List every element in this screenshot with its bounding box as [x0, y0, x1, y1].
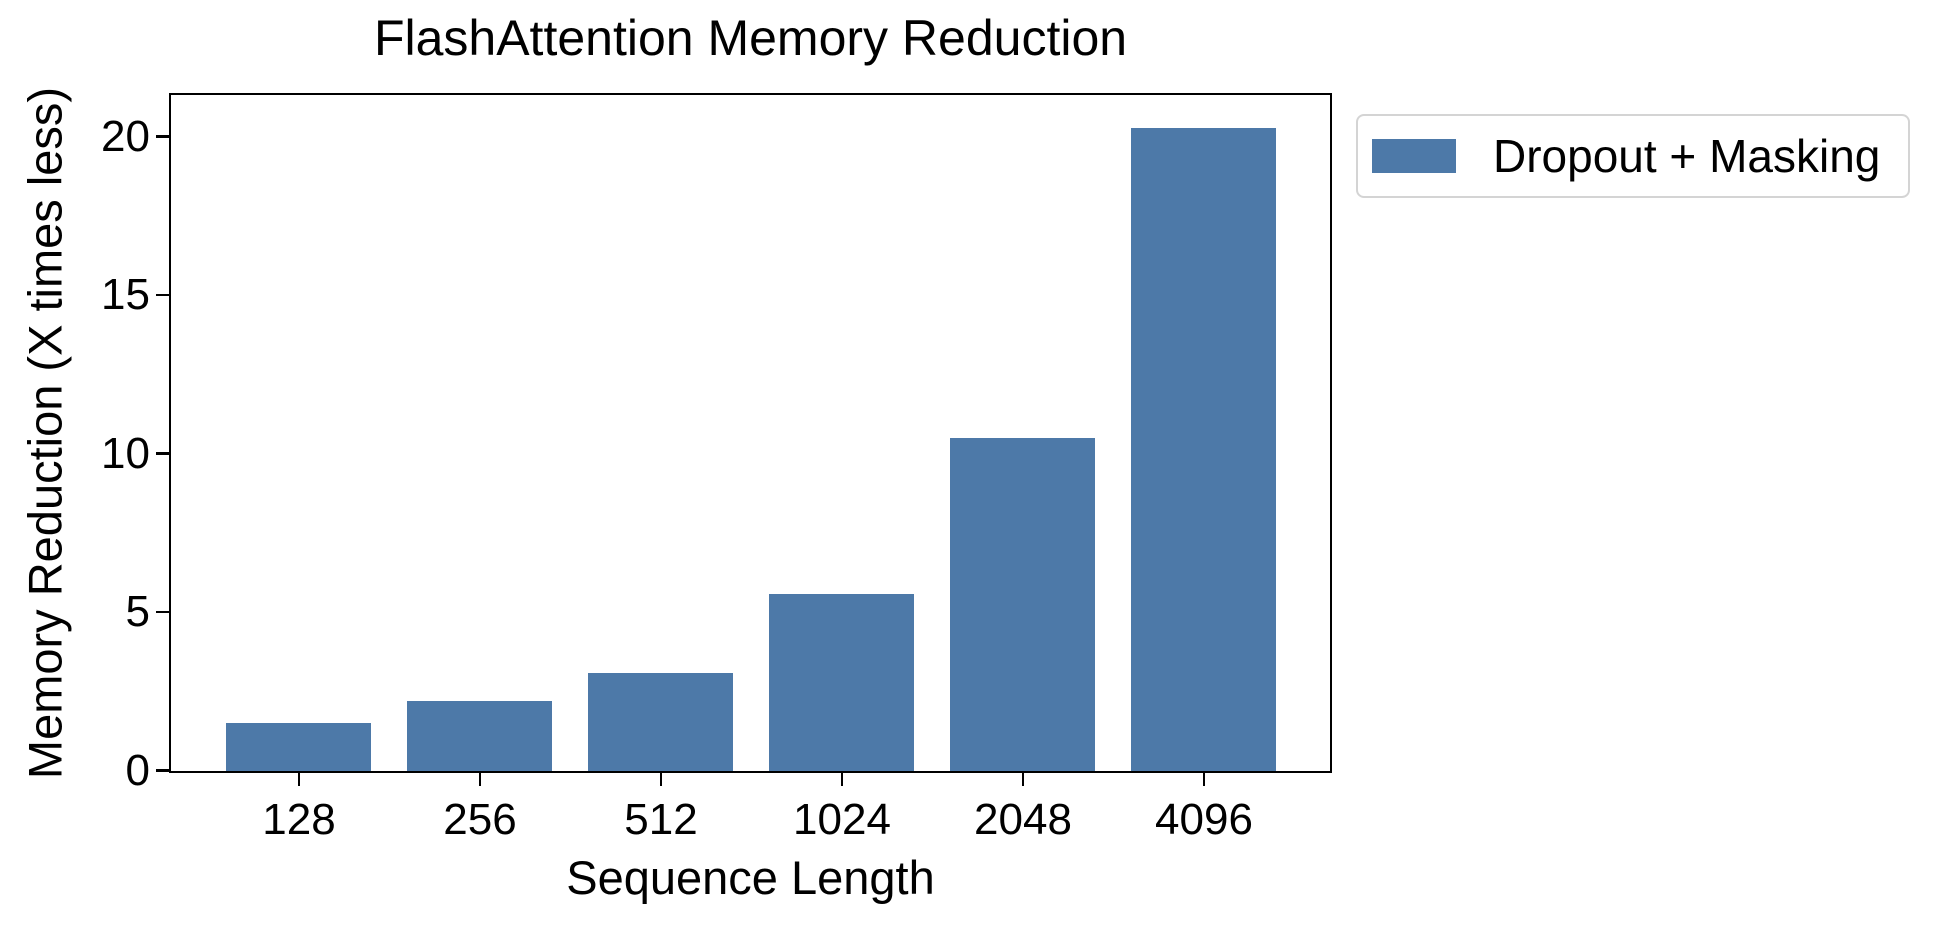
y-tick-mark-10: [156, 452, 169, 455]
x-tick-label-2048: 2048: [974, 795, 1072, 844]
x-tick-mark-256: [478, 773, 482, 786]
bar-128: [226, 723, 371, 771]
legend-label: Dropout + Masking: [1493, 130, 1881, 182]
x-tick-mark-1024: [840, 773, 844, 786]
legend: Dropout + Masking: [1356, 114, 1910, 198]
x-tick-mark-4096: [1202, 773, 1206, 786]
x-tick-mark-128: [297, 773, 301, 786]
y-tick-label-10: 10: [101, 428, 150, 478]
legend-swatch: [1372, 139, 1456, 173]
bar-256: [407, 701, 552, 771]
x-tick-label-1024: 1024: [793, 795, 891, 844]
y-tick-label-20: 20: [101, 111, 150, 161]
y-tick-mark-15: [156, 293, 169, 297]
x-tick-mark-512: [659, 773, 663, 786]
x-axis-label: Sequence Length: [566, 851, 935, 904]
y-tick-mark-5: [156, 610, 169, 614]
x-tick-label-256: 256: [443, 795, 517, 844]
x-tick-label-128: 128: [262, 795, 336, 844]
bar-512: [588, 673, 733, 771]
bar-2048: [950, 438, 1095, 771]
y-tick-mark-20: [156, 135, 169, 138]
bar-4096: [1131, 128, 1276, 771]
bar-1024: [769, 594, 914, 771]
y-tick-mark-0: [156, 769, 169, 772]
y-tick-label-5: 5: [125, 587, 150, 637]
y-tick-label-15: 15: [101, 270, 150, 320]
axes: [169, 93, 1332, 773]
x-tick-label-512: 512: [624, 795, 698, 844]
x-tick-mark-2048: [1021, 773, 1025, 786]
y-tick-label-0: 0: [125, 745, 150, 795]
x-tick-label-4096: 4096: [1155, 795, 1253, 844]
chart-title: FlashAttention Memory Reduction: [373, 10, 1128, 66]
